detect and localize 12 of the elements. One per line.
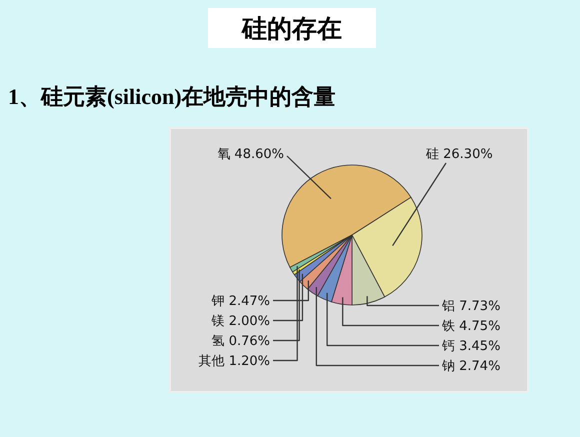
slice-label: 钾 2.47%	[210, 294, 270, 309]
slice-label: 硅 26.30%	[425, 147, 493, 162]
slice-label: 钠 2.74%	[441, 359, 500, 374]
chart-subtitle: 1、硅元素(silicon)在地壳中的含量	[8, 84, 336, 109]
slice-label: 氢 0.76%	[212, 334, 270, 349]
slice-label: 钙 3.45%	[441, 339, 500, 354]
slice-label: 氧 48.60%	[217, 147, 284, 162]
slice-label: 镁 2.00%	[210, 314, 270, 329]
slice-label: 铝 7.73%	[441, 299, 500, 314]
slice-label: 铁 4.75%	[441, 319, 500, 334]
chart-title: 硅的存在	[241, 15, 342, 43]
slice-label: 其他 1.20%	[198, 354, 270, 369]
